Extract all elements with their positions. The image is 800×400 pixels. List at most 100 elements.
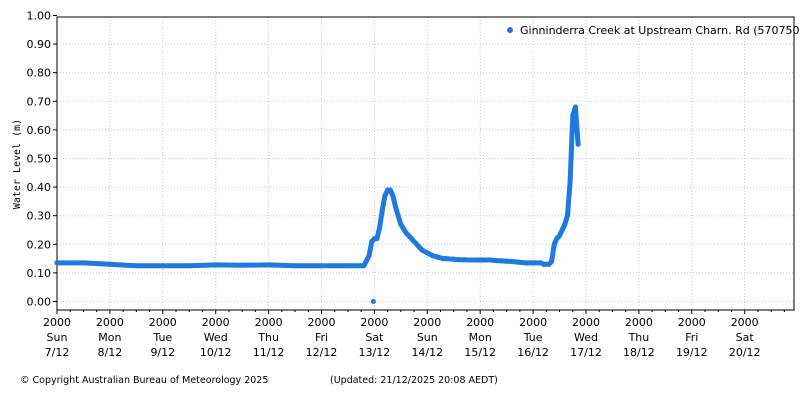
legend-marker bbox=[507, 27, 513, 33]
x-tick-label: 2000 bbox=[413, 316, 441, 329]
data-point bbox=[567, 178, 573, 184]
y-tick-label: 0.80 bbox=[27, 67, 52, 80]
plot-frame bbox=[56, 16, 795, 311]
x-tick-label: Tue bbox=[523, 331, 543, 344]
data-point bbox=[239, 262, 245, 268]
data-point bbox=[266, 262, 272, 268]
x-tick-label: Wed bbox=[574, 331, 598, 344]
data-point bbox=[562, 221, 568, 227]
x-tick-label: 2000 bbox=[466, 316, 494, 329]
updated-timestamp: (Updated: 21/12/2025 20:08 AEDT) bbox=[330, 375, 498, 386]
data-point bbox=[493, 258, 499, 264]
series-line bbox=[54, 187, 449, 269]
x-tick-label: 12/12 bbox=[306, 346, 338, 359]
data-point bbox=[414, 241, 420, 247]
data-point bbox=[393, 204, 399, 210]
x-tick-label: 2000 bbox=[149, 316, 177, 329]
data-point bbox=[461, 257, 467, 263]
x-tick-label: 2000 bbox=[255, 316, 283, 329]
data-point bbox=[403, 230, 409, 236]
data-point bbox=[345, 263, 351, 269]
data-point bbox=[382, 193, 388, 199]
data-point bbox=[408, 236, 414, 242]
x-tick-label: 17/12 bbox=[570, 346, 602, 359]
x-tick-label: Mon bbox=[98, 331, 121, 344]
x-tick-label: 2000 bbox=[519, 316, 547, 329]
x-tick-label: Wed bbox=[204, 331, 228, 344]
data-point bbox=[504, 258, 510, 264]
x-tick-label: 19/12 bbox=[676, 346, 708, 359]
data-point bbox=[379, 207, 385, 213]
x-tick-label: Fri bbox=[315, 331, 328, 344]
x-tick-label: 2000 bbox=[202, 316, 230, 329]
x-tick-label: 2000 bbox=[625, 316, 653, 329]
data-point bbox=[575, 141, 581, 147]
data-point bbox=[430, 253, 436, 259]
data-point bbox=[472, 257, 478, 263]
data-point bbox=[398, 221, 404, 227]
x-tick-label: 2000 bbox=[731, 316, 759, 329]
x-tick-label: 15/12 bbox=[464, 346, 496, 359]
data-point bbox=[530, 260, 536, 266]
data-point bbox=[559, 227, 565, 233]
data-point bbox=[467, 257, 473, 263]
data-point bbox=[366, 253, 372, 259]
data-point bbox=[390, 193, 396, 199]
data-point bbox=[424, 250, 430, 256]
data-point bbox=[361, 263, 367, 269]
y-tick-label: 0.00 bbox=[27, 296, 52, 309]
data-point bbox=[213, 262, 219, 268]
data-point bbox=[549, 258, 555, 264]
data-point bbox=[509, 258, 515, 264]
x-tick-label: 16/12 bbox=[517, 346, 549, 359]
data-point bbox=[435, 254, 441, 260]
data-point bbox=[443, 256, 449, 262]
x-tick-label: 2000 bbox=[96, 316, 124, 329]
x-tick-label: Mon bbox=[469, 331, 492, 344]
data-point bbox=[107, 261, 113, 267]
x-tick-label: 11/12 bbox=[253, 346, 285, 359]
x-tick-label: 2000 bbox=[308, 316, 336, 329]
y-tick-label: 0.70 bbox=[27, 95, 52, 108]
data-point bbox=[387, 187, 393, 193]
y-axis-ticks: 0.00 0.10 0.20 0.30 0.40 0.50 0.60 0.70 0.80 0.90… bbox=[27, 10, 57, 309]
grid-lines bbox=[57, 17, 794, 310]
data-point bbox=[419, 247, 425, 253]
x-tick-label: Sat bbox=[736, 331, 755, 344]
x-tick-label: 2000 bbox=[572, 316, 600, 329]
data-point bbox=[456, 257, 462, 263]
legend-label: Ginninderra Creek at Upstream Charn. Rd … bbox=[520, 24, 800, 37]
data-point bbox=[160, 263, 166, 269]
y-tick-label: 0.60 bbox=[27, 124, 52, 137]
data-point bbox=[374, 236, 380, 242]
y-tick-label: 0.10 bbox=[27, 267, 52, 280]
copyright-text: © Copyright Australian Bureau of Meteoro… bbox=[20, 375, 268, 386]
x-tick-label: 14/12 bbox=[411, 346, 443, 359]
data-point bbox=[482, 257, 488, 263]
x-tick-label: 2000 bbox=[678, 316, 706, 329]
data-point bbox=[54, 260, 60, 266]
data-point bbox=[80, 260, 86, 266]
x-tick-label: 20/12 bbox=[729, 346, 761, 359]
data-point bbox=[133, 263, 139, 269]
data-point bbox=[572, 104, 578, 110]
data-point bbox=[319, 263, 324, 269]
data-point bbox=[525, 260, 531, 266]
dropout-point bbox=[370, 299, 376, 304]
y-tick-label: 0.20 bbox=[27, 238, 52, 251]
data-point bbox=[488, 257, 494, 263]
data-point bbox=[451, 256, 457, 262]
legend: Ginninderra Creek at Upstream Charn. Rd … bbox=[507, 24, 800, 37]
x-tick-label: 10/12 bbox=[200, 346, 232, 359]
y-tick-label: 0.50 bbox=[27, 153, 52, 166]
x-tick-label: Sun bbox=[417, 331, 438, 344]
x-tick-label: Sun bbox=[47, 331, 68, 344]
x-tick-label: Thu bbox=[257, 331, 279, 344]
x-tick-label: 18/12 bbox=[623, 346, 655, 359]
x-tick-label: 2000 bbox=[360, 316, 388, 329]
y-tick-label: 0.90 bbox=[27, 38, 52, 51]
x-tick-label: 8/12 bbox=[98, 346, 123, 359]
y-tick-label: 1.00 bbox=[27, 10, 52, 23]
series-line bbox=[443, 104, 581, 267]
